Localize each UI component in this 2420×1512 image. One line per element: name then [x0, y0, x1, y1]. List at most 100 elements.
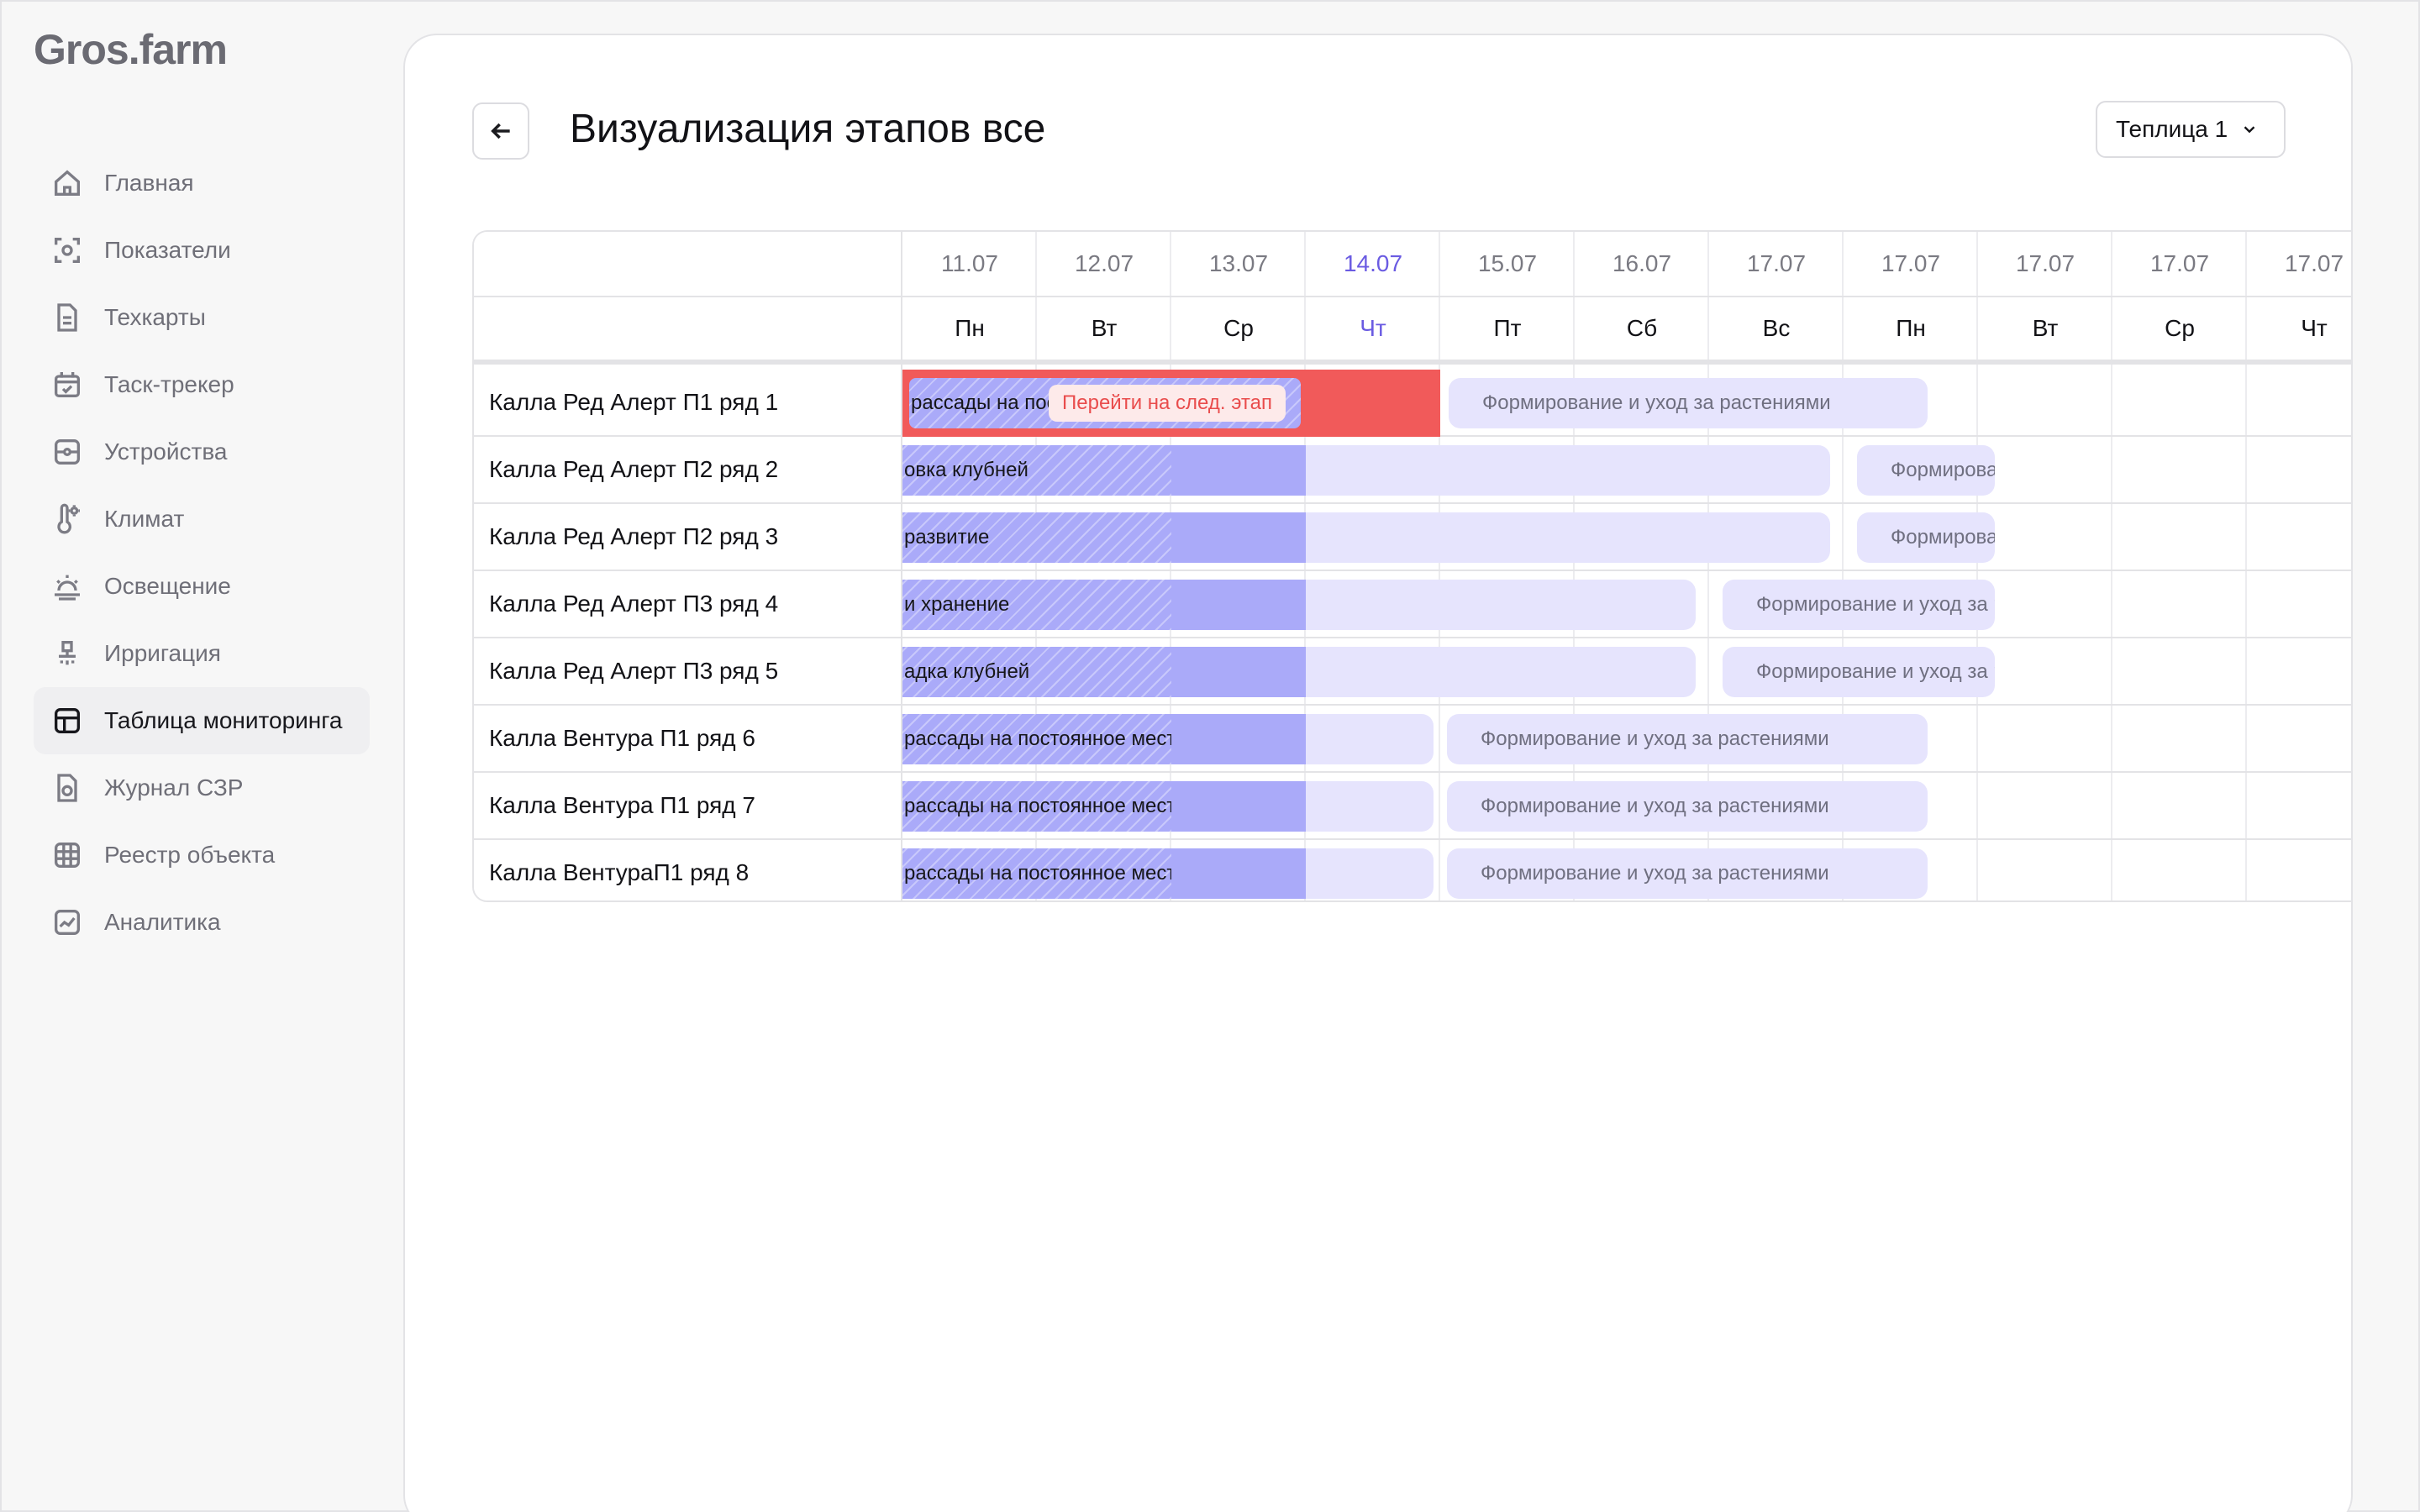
- stage-bar-done[interactable]: рассады на постоянное место: [902, 781, 1171, 832]
- sidebar-item-label: Ирригация: [104, 640, 221, 666]
- stage-bar-alert[interactable]: рассады на пос Перейти на след. этап: [902, 370, 1440, 437]
- sidebar-item-metrics[interactable]: Показатели: [34, 217, 370, 284]
- sidebar-item-home[interactable]: Главная: [34, 150, 370, 217]
- day-name: Чт: [2247, 297, 2351, 365]
- stage-label: рассады на пос: [911, 391, 1057, 414]
- day-date: 16.07: [1575, 232, 1709, 297]
- row-label[interactable]: Калла Ред Алерт П2 ряд 2: [474, 437, 901, 504]
- device-icon: [49, 433, 86, 470]
- day-date: 17.07: [1978, 232, 2112, 297]
- stage-bar-future[interactable]: Формирование и уход за растениями: [1723, 580, 1995, 630]
- stage-bar-current[interactable]: [1171, 445, 1306, 496]
- row-label[interactable]: Калла Ред Алерт П1 ряд 1: [474, 370, 901, 437]
- stage-bar-future[interactable]: [1306, 647, 1696, 697]
- app-logo[interactable]: Gros.farm: [34, 26, 228, 73]
- stage-bar-future[interactable]: Формирование и уход за растениями: [1449, 378, 1928, 428]
- stage-bar-future[interactable]: [1306, 512, 1830, 563]
- day-column: 17.07 Чт: [2247, 232, 2351, 900]
- sun-icon: [49, 568, 86, 605]
- stage-bar-future[interactable]: Формирование и уход за растениями: [1447, 848, 1928, 899]
- row-divider: [902, 435, 2351, 437]
- stage-bar-future[interactable]: [1306, 781, 1434, 832]
- day-name: Вт: [1037, 297, 1171, 365]
- sidebar-item-irrigation[interactable]: Ирригация: [34, 620, 370, 687]
- row-divider: [902, 838, 2351, 840]
- stage-bar-current[interactable]: [1171, 781, 1306, 832]
- stage-bar-current[interactable]: [1171, 848, 1306, 899]
- stage-bar-future[interactable]: [1306, 714, 1434, 764]
- thermometer-icon: [49, 501, 86, 538]
- stage-bar-done[interactable]: развитие: [902, 512, 1171, 563]
- gantt-grid: Калла Ред Алерт П1 ряд 1 Калла Ред Алерт …: [472, 230, 2351, 902]
- day-column: 17.07 Пн: [1844, 232, 1978, 900]
- back-button[interactable]: [472, 102, 529, 160]
- sidebar-item-label: Климат: [104, 506, 185, 532]
- row-divider: [902, 771, 2351, 773]
- day-name: Ср: [1171, 297, 1306, 365]
- sidebar-item-label: Аналитика: [104, 909, 221, 935]
- row-label[interactable]: Калла Ред Алерт П3 ряд 5: [474, 638, 901, 706]
- sidebar-item-techcards[interactable]: Техкарты: [34, 284, 370, 351]
- sidebar-item-lighting[interactable]: Освещение: [34, 553, 370, 620]
- sidebar-item-label: Показатели: [104, 237, 231, 263]
- stage-bar-current[interactable]: [1171, 512, 1306, 563]
- stage-bar-future[interactable]: [1306, 445, 1830, 496]
- day-name: Чт: [1306, 297, 1440, 365]
- next-stage-button[interactable]: Перейти на след. этап: [1049, 385, 1286, 422]
- row-label[interactable]: Калла Ред Алерт П2 ряд 3: [474, 504, 901, 571]
- main-panel: Визуализация этапов все Теплица 1 Калла …: [403, 34, 2353, 1512]
- sidebar-item-registry[interactable]: Реестр объекта: [34, 822, 370, 889]
- row-label[interactable]: Калла Ред Алерт П3 ряд 4: [474, 571, 901, 638]
- sidebar-item-label: Таблица мониторинга: [104, 707, 343, 733]
- stage-bar-future[interactable]: Формирование и уход за растениями: [1447, 781, 1928, 832]
- calendar-icon: [49, 366, 86, 403]
- row-label[interactable]: Калла Вентура П1 ряд 6: [474, 706, 901, 773]
- sidebar-item-tasks[interactable]: Таск-трекер: [34, 351, 370, 418]
- sidebar-item-devices[interactable]: Устройства: [34, 418, 370, 486]
- stage-bar-future[interactable]: [1306, 580, 1696, 630]
- stage-bar-done[interactable]: адка клубней: [902, 647, 1171, 697]
- document-icon: [49, 299, 86, 336]
- day-date: 15.07: [1440, 232, 1575, 297]
- journal-icon: [49, 769, 86, 806]
- day-column: 17.07 Вс: [1709, 232, 1844, 900]
- row-label[interactable]: Калла Вентура П1 ряд 7: [474, 773, 901, 840]
- stage-bar-done[interactable]: овка клубней: [902, 445, 1171, 496]
- sidebar-item-climate[interactable]: Климат: [34, 486, 370, 553]
- sidebar-item-label: Таск-трекер: [104, 371, 234, 397]
- sidebar-nav: Главная Показатели Техкарты Таск-трекер …: [34, 150, 370, 956]
- stage-bar-done[interactable]: и хранение: [902, 580, 1171, 630]
- stage-bar-future[interactable]: Формирование и уход за растениями: [1447, 714, 1928, 764]
- arrow-left-icon: [491, 123, 510, 139]
- row-divider: [902, 570, 2351, 571]
- row-labels: Калла Ред Алерт П1 ряд 1 Калла Ред Алерт …: [474, 232, 902, 900]
- stage-bar-current[interactable]: [1171, 580, 1306, 630]
- stage-bar-current[interactable]: [1171, 647, 1306, 697]
- day-name: Вс: [1709, 297, 1844, 365]
- stage-bar-future[interactable]: [1306, 848, 1434, 899]
- day-column: 14.07 Чт: [1306, 232, 1440, 900]
- stage-bar-done[interactable]: рассады на постоянное место: [902, 714, 1171, 764]
- gantt-days: 11.07 Пн 12.07 Вт 13.07 Ср 14.07 Чт 15.07 Пт 16.07…: [902, 232, 2351, 900]
- header-spacer: [474, 297, 901, 365]
- greenhouse-select[interactable]: Теплица 1: [2096, 101, 2286, 158]
- grid-icon: [49, 837, 86, 874]
- sidebar-item-journal[interactable]: Журнал СЗР: [34, 754, 370, 822]
- row-label[interactable]: Калла ВентураП1 ряд 8: [474, 840, 901, 900]
- irrigation-icon: [49, 635, 86, 672]
- row-divider: [902, 637, 2351, 638]
- sidebar-item-monitoring-table[interactable]: Таблица мониторинга: [34, 687, 370, 754]
- stage-bar-future[interactable]: Формирование и уход за растениями: [1723, 647, 1995, 697]
- sidebar-item-label: Освещение: [104, 573, 231, 599]
- page-title: Визуализация этапов все: [570, 107, 1046, 151]
- sidebar-item-analytics[interactable]: Аналитика: [34, 889, 370, 956]
- stage-bar-future[interactable]: Формирование и уход за растениями: [1857, 512, 1995, 563]
- day-date: 17.07: [2112, 232, 2247, 297]
- sidebar-item-label: Главная: [104, 170, 194, 196]
- stage-bar-future[interactable]: Формирование и уход за растениями: [1857, 445, 1995, 496]
- day-column: 17.07 Ср: [2112, 232, 2247, 900]
- stage-bar-done[interactable]: рассады на постоянное место: [902, 848, 1171, 899]
- stage-bar-done: рассады на пос Перейти на след. этап: [909, 378, 1301, 428]
- stage-bar-current[interactable]: [1171, 714, 1306, 764]
- day-name: Вт: [1978, 297, 2112, 365]
